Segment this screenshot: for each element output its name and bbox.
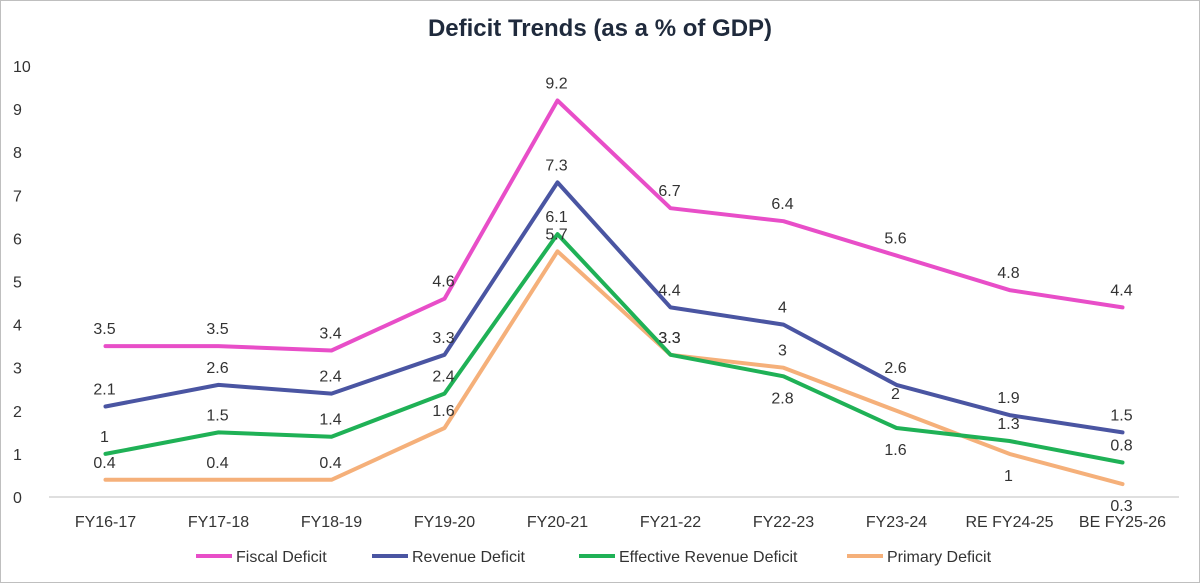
x-axis-ticks: FY16-17 FY17-18 FY18-19 FY19-20 FY20-21 FY21-… [75, 514, 1166, 531]
data-label: 2.4 [432, 369, 454, 386]
x-tick-label: FY19-20 [414, 514, 475, 531]
y-tick-label: 0 [13, 490, 22, 507]
data-label: 2 [891, 386, 900, 403]
data-label: 2.1 [93, 381, 115, 398]
y-axis-ticks: 0 1 2 3 4 5 6 7 8 9 10 [13, 59, 31, 507]
data-label: 2.6 [884, 360, 906, 377]
data-label: 1.3 [997, 416, 1019, 433]
data-label: 4 [778, 300, 787, 317]
data-label: 1 [100, 429, 109, 446]
y-tick-label: 7 [13, 188, 22, 205]
data-label: 2.8 [771, 390, 793, 407]
data-label: 6.4 [771, 196, 793, 213]
data-label: 0.4 [319, 455, 341, 472]
x-tick-label: FY17-18 [188, 514, 249, 531]
data-label: 1.6 [432, 403, 454, 420]
data-label: 1.5 [206, 407, 228, 424]
y-tick-label: 8 [13, 145, 22, 162]
data-label: 3 [778, 343, 787, 360]
data-label: 1.6 [884, 442, 906, 459]
y-tick-label: 2 [13, 404, 22, 421]
data-label: 0.3 [1110, 498, 1132, 515]
x-tick-label: RE FY24-25 [965, 514, 1053, 531]
fiscal-deficit-legend-label: Fiscal Deficit [236, 549, 327, 566]
y-tick-label: 3 [13, 361, 22, 378]
data-label: 4.4 [658, 282, 680, 299]
legend: Fiscal Deficit Revenue Deficit Effective R… [196, 549, 992, 566]
data-label: 6.1 [545, 209, 567, 226]
data-label: 1.9 [997, 390, 1019, 407]
effective-revenue-deficit-legend-label: Effective Revenue Deficit [619, 549, 798, 566]
x-tick-label: FY18-19 [301, 514, 362, 531]
revenue-deficit-legend-label: Revenue Deficit [412, 549, 526, 566]
data-label: 9.2 [545, 75, 567, 92]
effective-revenue-deficit-line [103, 232, 1125, 465]
y-tick-label: 10 [13, 59, 31, 76]
data-label: 4.8 [997, 265, 1019, 282]
y-tick-label: 1 [13, 447, 22, 464]
data-label: 3.5 [206, 321, 228, 338]
data-label: 7.3 [545, 157, 567, 174]
data-label: 1.4 [319, 412, 341, 429]
data-label: 3.3 [658, 330, 680, 347]
data-label: 5.6 [884, 231, 906, 248]
data-label: 6.7 [658, 183, 680, 200]
data-label: 4.4 [1110, 282, 1132, 299]
x-tick-label: BE FY25-26 [1079, 514, 1166, 531]
data-label: 1.5 [1110, 407, 1132, 424]
primary-deficit-line [103, 249, 1125, 487]
data-label: 4.6 [432, 274, 454, 291]
data-labels: 3.5 3.5 3.4 4.6 9.2 6.7 6.4 5.6 4.8 4.4 2.1 2.6 2.4 3… [93, 75, 1132, 515]
x-tick-label: FY22-23 [753, 514, 814, 531]
data-label: 0.4 [93, 455, 115, 472]
series-lines [103, 98, 1125, 487]
y-tick-label: 4 [13, 318, 22, 335]
primary-deficit-legend-label: Primary Deficit [887, 549, 992, 566]
y-tick-label: 6 [13, 231, 22, 248]
chart-title: Deficit Trends (as a % of GDP) [427, 15, 773, 42]
data-label: 5.7 [545, 226, 567, 243]
x-tick-label: FY16-17 [75, 514, 136, 531]
data-label: 3.4 [319, 325, 341, 342]
x-tick-label: FY21-22 [640, 514, 701, 531]
revenue-deficit-line [103, 180, 1125, 435]
data-label: 2.4 [319, 369, 341, 386]
data-label: 3.3 [658, 330, 680, 347]
data-label: 0.8 [1110, 438, 1132, 455]
data-label: 3.5 [93, 321, 115, 338]
data-label: 1 [1004, 468, 1013, 485]
y-tick-label: 9 [13, 102, 22, 119]
x-tick-label: FY23-24 [866, 514, 927, 531]
fiscal-deficit-line [103, 98, 1125, 353]
x-tick-label: FY20-21 [527, 514, 588, 531]
data-label: 2.6 [206, 360, 228, 377]
data-label: 0.4 [206, 455, 228, 472]
y-tick-label: 5 [13, 275, 22, 292]
data-label: 3.3 [432, 330, 454, 347]
